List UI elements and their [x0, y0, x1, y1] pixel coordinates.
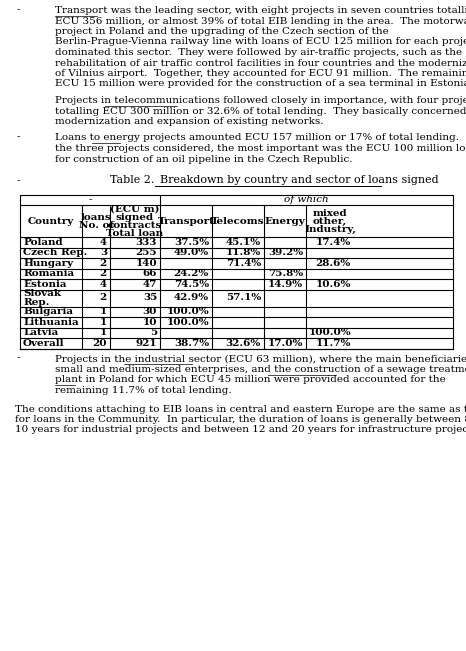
Text: dominated this sector.  They were followed by air-traffic projects, such as the: dominated this sector. They were followe… — [55, 48, 462, 57]
Text: for loans in the Community.  In particular, the duration of loans is generally b: for loans in the Community. In particula… — [15, 415, 466, 424]
Text: 1: 1 — [100, 328, 107, 337]
Text: 24.2%: 24.2% — [174, 270, 209, 278]
Text: Bulgaria: Bulgaria — [23, 307, 73, 316]
Text: Estonia: Estonia — [23, 280, 67, 289]
Text: Overall: Overall — [23, 339, 64, 348]
Text: 35: 35 — [143, 294, 157, 303]
Text: 75.8%: 75.8% — [268, 270, 303, 278]
Text: project in Poland and the upgrading of the Czech section of the: project in Poland and the upgrading of t… — [55, 27, 389, 36]
Text: 17.0%: 17.0% — [267, 339, 303, 348]
Text: the three projects considered, the most important was the ECU 100 million loan: the three projects considered, the most … — [55, 144, 466, 153]
Text: Projects in telecommunications followed closely in importance, with four project: Projects in telecommunications followed … — [55, 96, 466, 105]
Text: 14.9%: 14.9% — [268, 280, 303, 289]
Text: 2: 2 — [100, 294, 107, 303]
Text: 4: 4 — [100, 280, 107, 289]
Text: 3: 3 — [100, 248, 107, 257]
Text: Czech Rep.: Czech Rep. — [23, 248, 88, 257]
Text: -: - — [17, 176, 21, 185]
Text: of which: of which — [284, 195, 329, 204]
Text: -: - — [17, 5, 21, 14]
Text: 10.6%: 10.6% — [315, 280, 351, 289]
Text: plant in Poland for which ECU 45 million were provided accounted for the: plant in Poland for which ECU 45 million… — [55, 376, 446, 385]
Text: Poland: Poland — [23, 238, 62, 247]
Text: 32.6%: 32.6% — [226, 339, 261, 348]
Text: The conditions attaching to EIB loans in central and eastern Europe are the same: The conditions attaching to EIB loans in… — [15, 404, 466, 413]
Text: 28.6%: 28.6% — [316, 258, 351, 268]
Text: 100.0%: 100.0% — [166, 318, 209, 327]
Text: 921: 921 — [136, 339, 157, 348]
Text: 37.5%: 37.5% — [174, 238, 209, 247]
Text: 140: 140 — [136, 258, 157, 268]
Text: 11.8%: 11.8% — [226, 248, 261, 257]
Text: 74.5%: 74.5% — [174, 280, 209, 289]
Text: contracts: contracts — [108, 221, 162, 230]
Text: signed: signed — [116, 212, 154, 221]
Text: 11.7%: 11.7% — [315, 339, 351, 348]
Text: Energy: Energy — [265, 217, 305, 225]
Text: modernization and expansion of existing networks.: modernization and expansion of existing … — [55, 117, 323, 126]
Text: Projects in the industrial sector (ECU 63 million), where the main beneficiaries: Projects in the industrial sector (ECU 6… — [55, 354, 466, 363]
Text: Transport was the leading sector, with eight projects in seven countries totalli: Transport was the leading sector, with e… — [55, 6, 466, 15]
Text: -: - — [17, 133, 21, 141]
Text: small and medium-sized enterprises, and the construction of a sewage treatment: small and medium-sized enterprises, and … — [55, 365, 466, 374]
Text: 2: 2 — [100, 258, 107, 268]
Text: Industry,: Industry, — [304, 225, 356, 234]
Text: Breakdown by country and sector of loans signed: Breakdown by country and sector of loans… — [153, 175, 439, 185]
Bar — [20, 195, 453, 348]
Text: ECU 356 million, or almost 39% of total EIB lending in the area.  The motorway: ECU 356 million, or almost 39% of total … — [55, 16, 466, 25]
Text: Table 2.: Table 2. — [110, 175, 154, 185]
Text: Romania: Romania — [23, 270, 74, 278]
Text: Rep.: Rep. — [23, 298, 49, 307]
Text: for construction of an oil pipeline in the Czech Republic.: for construction of an oil pipeline in t… — [55, 154, 352, 163]
Text: Country: Country — [28, 217, 74, 225]
Text: 10: 10 — [143, 318, 157, 327]
Text: 255: 255 — [136, 248, 157, 257]
Text: 1: 1 — [100, 307, 107, 316]
Text: 5: 5 — [150, 328, 157, 337]
Text: 39.2%: 39.2% — [268, 248, 303, 257]
Text: ECU 15 million were provided for the construction of a sea terminal in Estonia.: ECU 15 million were provided for the con… — [55, 79, 466, 89]
Text: totalling ECU 300 million or 32.6% of total lending.  They basically concerned t: totalling ECU 300 million or 32.6% of to… — [55, 107, 466, 115]
Text: rehabilitation of air traffic control facilities in four countries and the moder: rehabilitation of air traffic control fa… — [55, 59, 466, 68]
Text: Hungary: Hungary — [23, 258, 73, 268]
Text: No. of: No. of — [79, 221, 113, 230]
Text: 47: 47 — [143, 280, 157, 289]
Text: 10 years for industrial projects and between 12 and 20 years for infrastructure : 10 years for industrial projects and bet… — [15, 426, 466, 434]
Text: -: - — [88, 195, 92, 204]
Text: 71.4%: 71.4% — [226, 258, 261, 268]
Text: 38.7%: 38.7% — [174, 339, 209, 348]
Text: 2: 2 — [100, 270, 107, 278]
Text: Loans to energy projects amounted ECU 157 million or 17% of total lending.  Of: Loans to energy projects amounted ECU 15… — [55, 133, 466, 143]
Text: 30: 30 — [143, 307, 157, 316]
Text: Total loan: Total loan — [106, 229, 164, 238]
Text: 57.1%: 57.1% — [226, 294, 261, 303]
Text: Berlin-Prague-Vienna railway line with loans of ECU 125 million for each project: Berlin-Prague-Vienna railway line with l… — [55, 38, 466, 46]
Text: Lithuania: Lithuania — [23, 318, 79, 327]
Text: 333: 333 — [136, 238, 157, 247]
Text: Slovak: Slovak — [23, 289, 61, 298]
Text: 17.4%: 17.4% — [316, 238, 351, 247]
Text: 100.0%: 100.0% — [166, 307, 209, 316]
Text: 1: 1 — [100, 318, 107, 327]
Text: 20: 20 — [92, 339, 107, 348]
Text: 42.9%: 42.9% — [174, 294, 209, 303]
Text: of Vilnius airport.  Together, they accounted for ECU 91 million.  The remaining: of Vilnius airport. Together, they accou… — [55, 69, 466, 78]
Text: 100.0%: 100.0% — [308, 328, 351, 337]
Text: Telecoms: Telecoms — [211, 217, 265, 225]
Text: 66: 66 — [143, 270, 157, 278]
Text: loans: loans — [81, 212, 111, 221]
Text: Transport: Transport — [158, 217, 214, 225]
Text: (ECU m): (ECU m) — [110, 204, 160, 214]
Text: Latvia: Latvia — [23, 328, 58, 337]
Text: remaining 11.7% of total lending.: remaining 11.7% of total lending. — [55, 386, 232, 395]
Text: other,: other, — [313, 217, 347, 225]
Text: 49.0%: 49.0% — [174, 248, 209, 257]
Text: 4: 4 — [100, 238, 107, 247]
Text: 45.1%: 45.1% — [226, 238, 261, 247]
Text: -: - — [17, 353, 21, 363]
Text: mixed: mixed — [313, 208, 347, 217]
